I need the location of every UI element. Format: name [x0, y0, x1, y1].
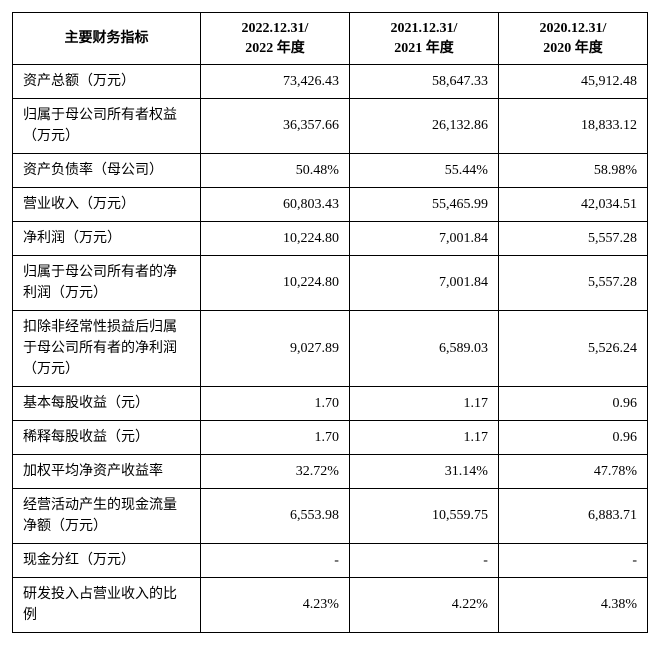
table-row: 营业收入（万元）60,803.4355,465.9942,034.51: [13, 188, 648, 222]
header-2021-line1: 2021.12.31/: [391, 21, 458, 36]
header-2020-line2: 2020 年度: [543, 41, 603, 56]
row-value: -: [349, 544, 498, 578]
header-2022-line2: 2022 年度: [245, 41, 305, 56]
row-value: 6,553.98: [200, 489, 349, 544]
row-label: 营业收入（万元）: [13, 188, 201, 222]
row-value: 60,803.43: [200, 188, 349, 222]
financial-indicators-table: 主要财务指标 2022.12.31/ 2022 年度 2021.12.31/ 2…: [12, 12, 648, 633]
row-value: -: [498, 544, 647, 578]
table-row: 归属于母公司所有者权益（万元）36,357.6626,132.8618,833.…: [13, 99, 648, 154]
row-value: 47.78%: [498, 455, 647, 489]
row-label: 扣除非经常性损益后归属于母公司所有者的净利润（万元）: [13, 311, 201, 387]
row-value: 32.72%: [200, 455, 349, 489]
row-value: 1.17: [349, 387, 498, 421]
row-label: 归属于母公司所有者的净利润（万元）: [13, 256, 201, 311]
row-value: 1.17: [349, 421, 498, 455]
row-label: 归属于母公司所有者权益（万元）: [13, 99, 201, 154]
table-row: 扣除非经常性损益后归属于母公司所有者的净利润（万元）9,027.896,589.…: [13, 311, 648, 387]
row-value: 1.70: [200, 387, 349, 421]
row-value: 5,557.28: [498, 256, 647, 311]
row-value: 7,001.84: [349, 222, 498, 256]
table-header-row: 主要财务指标 2022.12.31/ 2022 年度 2021.12.31/ 2…: [13, 13, 648, 65]
row-value: 6,883.71: [498, 489, 647, 544]
row-value: 9,027.89: [200, 311, 349, 387]
row-value: 6,589.03: [349, 311, 498, 387]
table-row: 净利润（万元）10,224.807,001.845,557.28: [13, 222, 648, 256]
row-value: 7,001.84: [349, 256, 498, 311]
row-label: 研发投入占营业收入的比例: [13, 578, 201, 633]
header-2022: 2022.12.31/ 2022 年度: [200, 13, 349, 65]
row-label: 稀释每股收益（元）: [13, 421, 201, 455]
row-label: 资产负债率（母公司）: [13, 154, 201, 188]
table-header: 主要财务指标 2022.12.31/ 2022 年度 2021.12.31/ 2…: [13, 13, 648, 65]
row-value: 45,912.48: [498, 65, 647, 99]
row-label: 加权平均净资产收益率: [13, 455, 201, 489]
table-row: 研发投入占营业收入的比例4.23%4.22%4.38%: [13, 578, 648, 633]
row-label: 现金分红（万元）: [13, 544, 201, 578]
row-label: 经营活动产生的现金流量净额（万元）: [13, 489, 201, 544]
row-value: 1.70: [200, 421, 349, 455]
row-value: 58.98%: [498, 154, 647, 188]
row-value: 5,526.24: [498, 311, 647, 387]
row-value: 50.48%: [200, 154, 349, 188]
row-value: -: [200, 544, 349, 578]
row-value: 10,559.75: [349, 489, 498, 544]
row-value: 26,132.86: [349, 99, 498, 154]
row-value: 18,833.12: [498, 99, 647, 154]
header-2020: 2020.12.31/ 2020 年度: [498, 13, 647, 65]
table-row: 资产负债率（母公司）50.48%55.44%58.98%: [13, 154, 648, 188]
row-value: 36,357.66: [200, 99, 349, 154]
header-indicator: 主要财务指标: [13, 13, 201, 65]
header-2022-line1: 2022.12.31/: [242, 21, 309, 36]
row-value: 4.38%: [498, 578, 647, 633]
table-row: 资产总额（万元）73,426.4358,647.3345,912.48: [13, 65, 648, 99]
row-label: 基本每股收益（元）: [13, 387, 201, 421]
row-value: 31.14%: [349, 455, 498, 489]
table-body: 资产总额（万元）73,426.4358,647.3345,912.48归属于母公…: [13, 65, 648, 633]
table-row: 归属于母公司所有者的净利润（万元）10,224.807,001.845,557.…: [13, 256, 648, 311]
table-row: 现金分红（万元）---: [13, 544, 648, 578]
table-row: 稀释每股收益（元）1.701.170.96: [13, 421, 648, 455]
table-row: 基本每股收益（元）1.701.170.96: [13, 387, 648, 421]
row-value: 4.23%: [200, 578, 349, 633]
row-value: 0.96: [498, 421, 647, 455]
header-2021: 2021.12.31/ 2021 年度: [349, 13, 498, 65]
row-label: 净利润（万元）: [13, 222, 201, 256]
row-value: 10,224.80: [200, 256, 349, 311]
row-label: 资产总额（万元）: [13, 65, 201, 99]
row-value: 58,647.33: [349, 65, 498, 99]
row-value: 42,034.51: [498, 188, 647, 222]
row-value: 4.22%: [349, 578, 498, 633]
row-value: 55.44%: [349, 154, 498, 188]
row-value: 55,465.99: [349, 188, 498, 222]
table-row: 加权平均净资产收益率32.72%31.14%47.78%: [13, 455, 648, 489]
header-2021-line2: 2021 年度: [394, 41, 454, 56]
header-2020-line1: 2020.12.31/: [540, 21, 607, 36]
row-value: 10,224.80: [200, 222, 349, 256]
row-value: 5,557.28: [498, 222, 647, 256]
row-value: 73,426.43: [200, 65, 349, 99]
row-value: 0.96: [498, 387, 647, 421]
table-row: 经营活动产生的现金流量净额（万元）6,553.9810,559.756,883.…: [13, 489, 648, 544]
